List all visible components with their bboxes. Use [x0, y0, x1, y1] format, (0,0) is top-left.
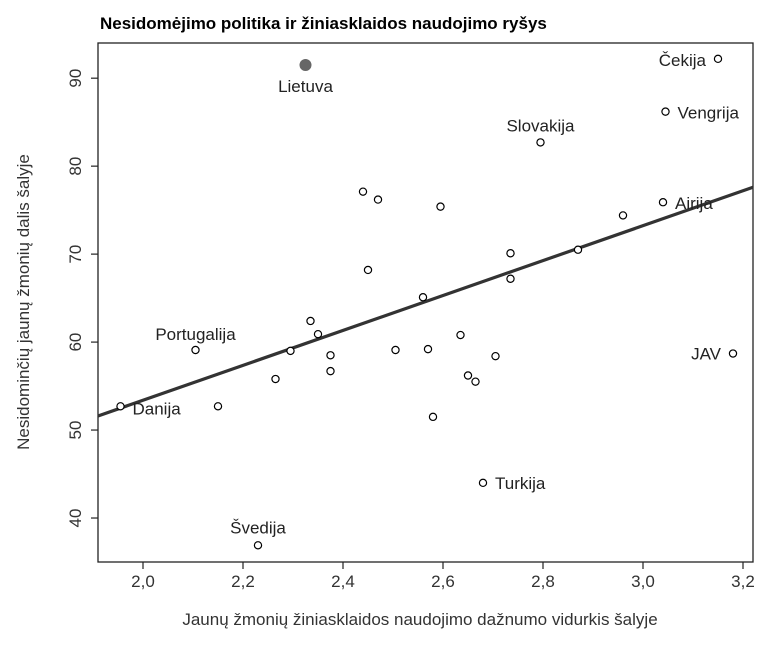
data-point: [271, 374, 280, 384]
data-point: [373, 195, 383, 204]
point-label: Čekija: [659, 51, 707, 70]
point-label: Airija: [675, 194, 713, 213]
y-tick-label: 80: [66, 157, 85, 176]
data-point: [728, 349, 738, 358]
x-tick-label: 2,6: [431, 572, 455, 591]
data-point: [306, 316, 315, 326]
data-point: [313, 329, 323, 339]
data-point: [506, 249, 515, 258]
point-label: JAV: [691, 345, 722, 364]
data-point: [658, 198, 668, 207]
data-point: [536, 138, 545, 147]
data-point: [358, 187, 368, 196]
data-point: [661, 107, 670, 116]
fit-line: [97, 185, 754, 418]
point-label: Vengrija: [678, 104, 740, 123]
point-labels: Lietuva Čekija Vengrija Slovakija Airija Port…: [133, 51, 740, 537]
data-point: [491, 351, 500, 361]
x-axis: 2,0 2,2 2,4 2,6 2,8 3,0 3,2: [131, 562, 755, 591]
x-tick-label: 3,0: [631, 572, 655, 591]
x-tick-label: 2,2: [231, 572, 255, 591]
data-point: [713, 54, 723, 64]
data-point: [436, 202, 445, 211]
point-label: Lietuva: [278, 77, 333, 96]
point-label: Portugalija: [155, 325, 236, 344]
point-label: Danija: [133, 399, 182, 418]
data-point: [286, 346, 295, 356]
data-point: [391, 345, 400, 355]
data-point: [326, 366, 335, 376]
y-tick-label: 70: [66, 245, 85, 264]
point-label: Slovakija: [506, 116, 575, 135]
y-tick-label: 50: [66, 421, 85, 440]
x-tick-label: 2,4: [331, 572, 355, 591]
data-point: [423, 344, 433, 354]
y-axis: 40 50 60 70 80 90: [66, 69, 98, 528]
x-tick-label: 3,2: [731, 572, 755, 591]
y-tick-label: 60: [66, 333, 85, 352]
data-point: [116, 402, 125, 411]
point-label: Turkija: [495, 474, 546, 493]
data-point: [618, 211, 628, 220]
data-point: [471, 377, 480, 386]
y-tick-label: 90: [66, 69, 85, 88]
x-tick-label: 2,0: [131, 572, 155, 591]
point-label: Švedija: [230, 518, 286, 537]
data-point: [213, 402, 223, 411]
data-points: [116, 54, 738, 550]
data-point: [326, 351, 335, 360]
data-point: [456, 330, 465, 340]
data-point: [418, 293, 428, 302]
data-point: [363, 265, 373, 275]
chart-title: Nesidomėjimo politika ir žiniasklaidos n…: [100, 14, 547, 33]
y-tick-label: 40: [66, 509, 85, 528]
x-axis-label: Jaunų žmonių žiniasklaidos naudojimo daž…: [182, 610, 657, 629]
data-point: [478, 478, 488, 488]
plot-frame: [97, 42, 754, 563]
regression-line: [97, 185, 754, 418]
data-point: [428, 412, 438, 422]
data-point: [191, 345, 200, 355]
data-point: [253, 541, 263, 550]
data-point: [506, 274, 515, 283]
y-axis-label: Nesidominčių jaunų žmonių dalis šalyje: [14, 154, 33, 450]
data-point: [463, 371, 473, 380]
x-tick-label: 2,8: [531, 572, 555, 591]
data-point-highlight: [299, 58, 312, 71]
data-point: [573, 245, 583, 254]
